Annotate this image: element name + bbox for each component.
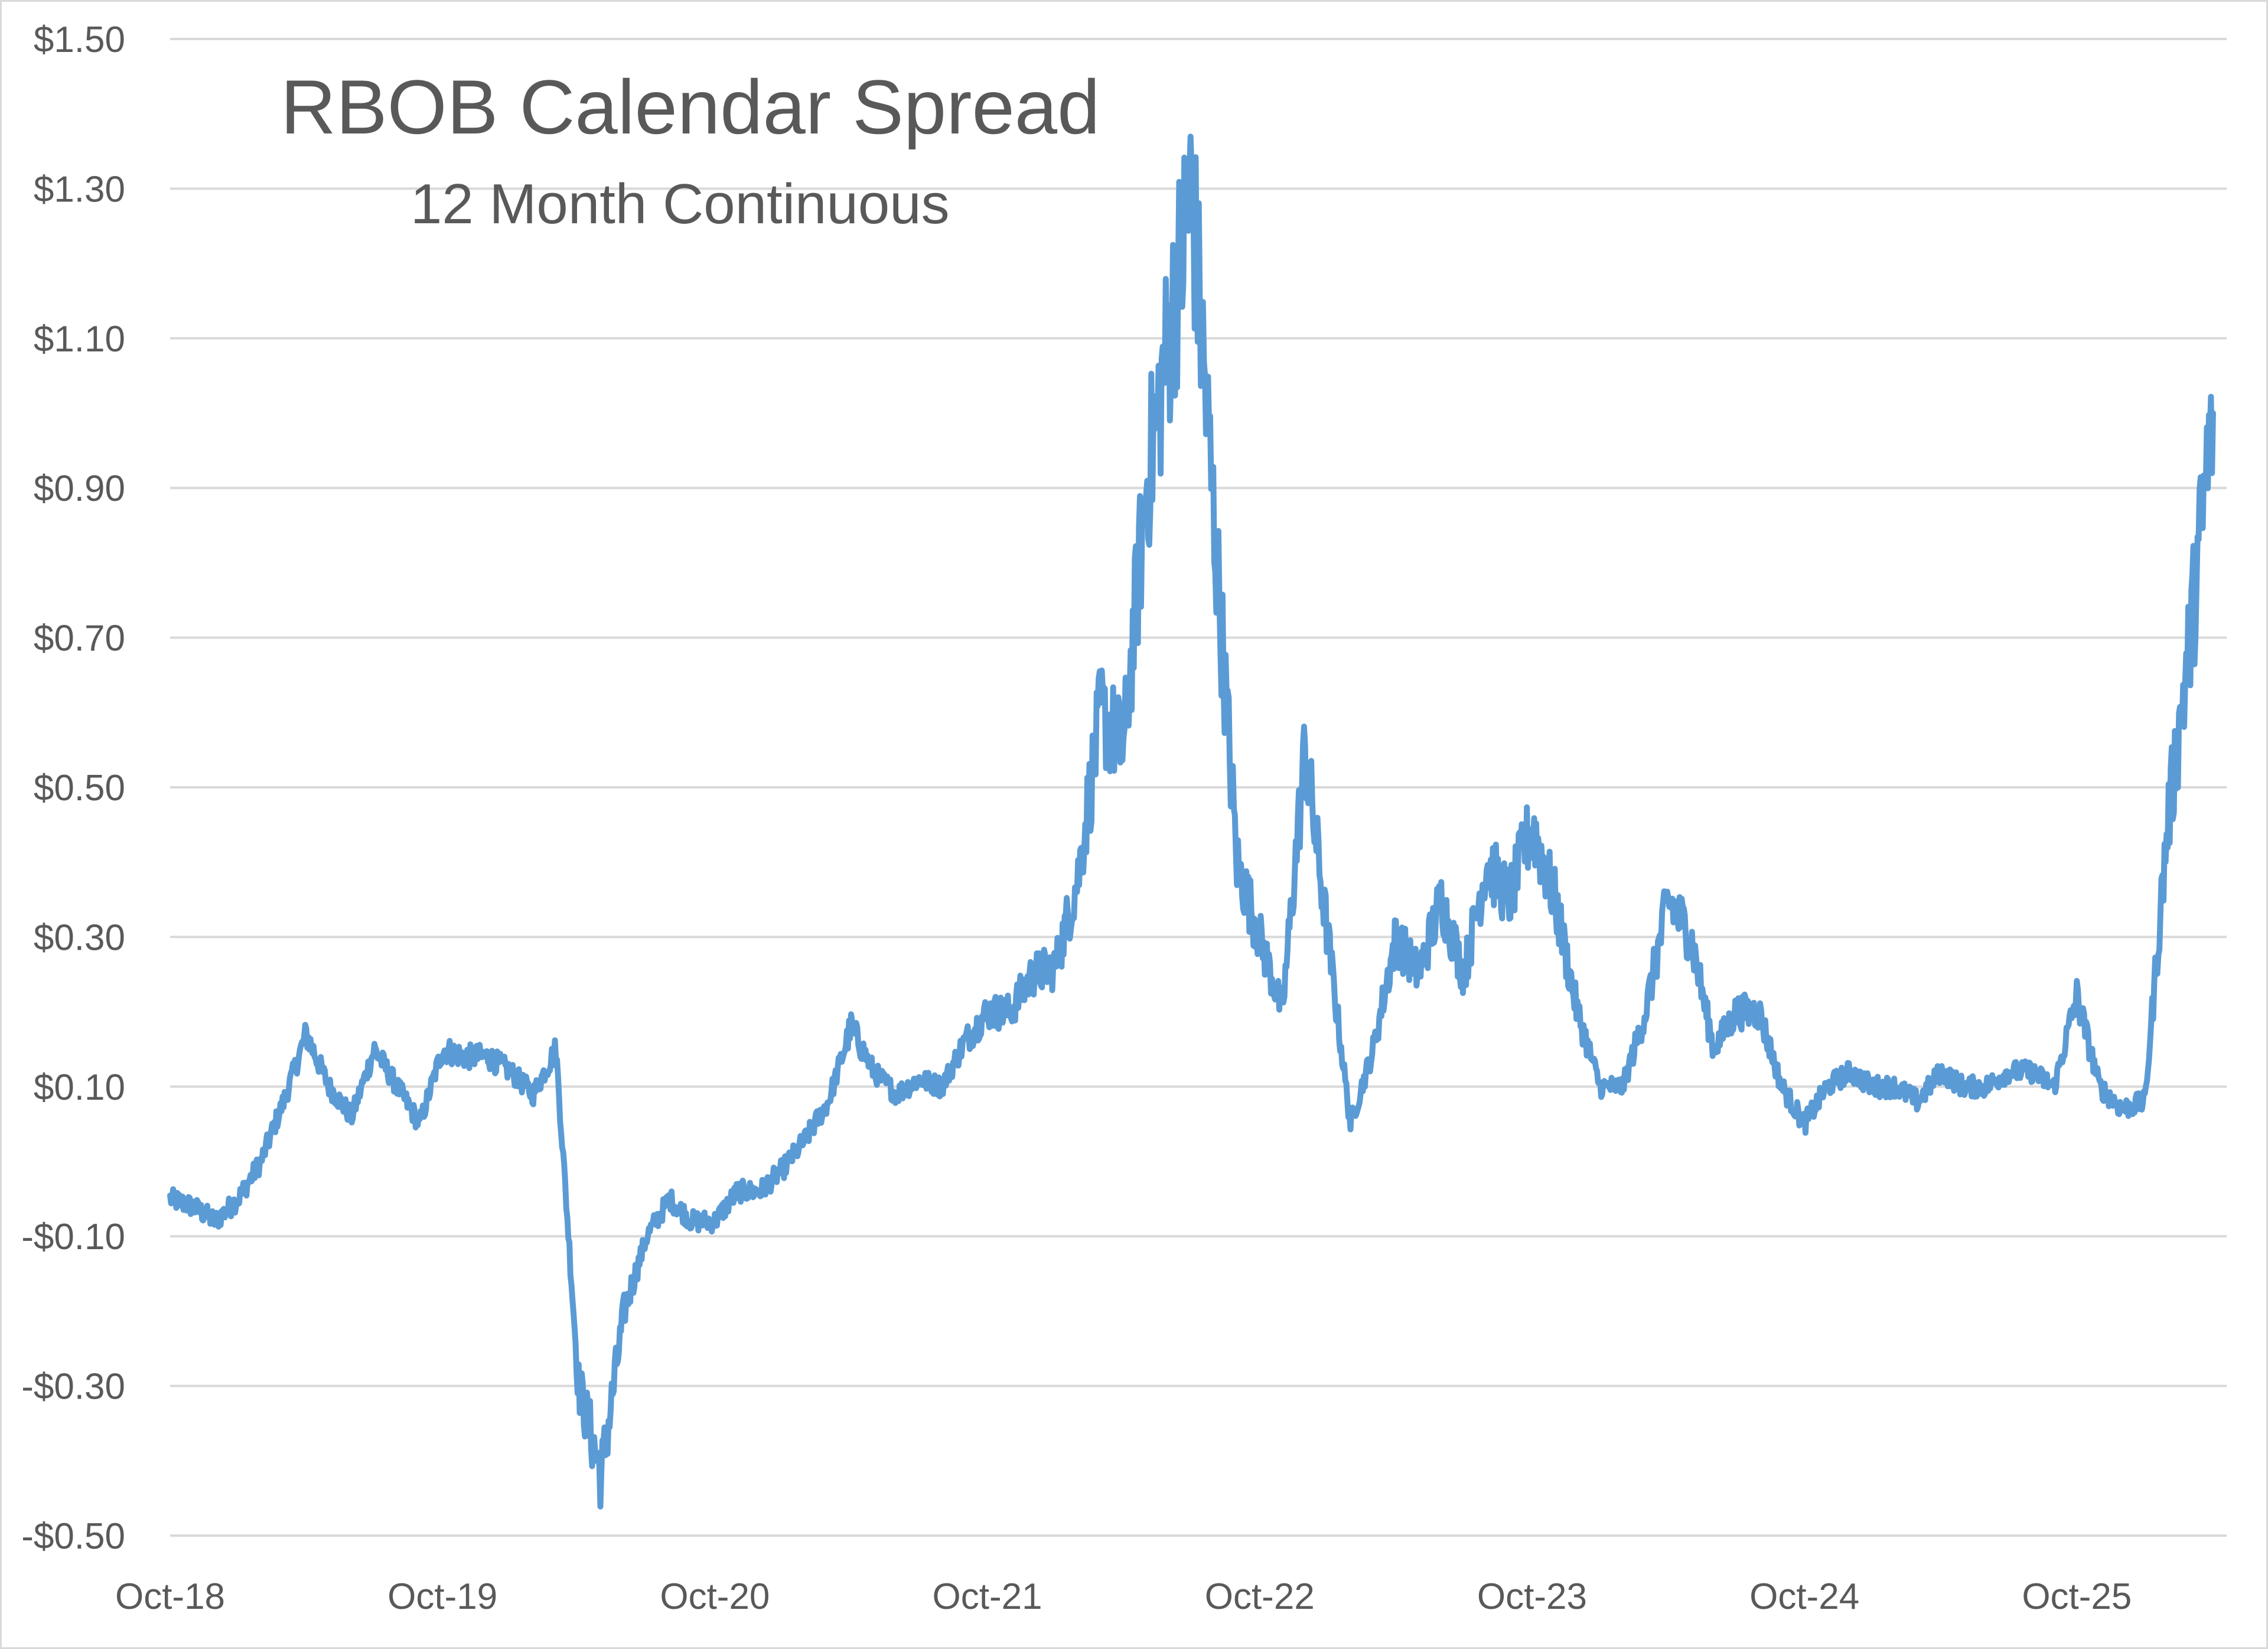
y-tick-label: $1.30 [34,169,125,210]
gridlines [170,38,2227,1537]
y-tick-label: $0.50 [34,768,125,809]
chart-title: RBOB Calendar Spread [281,64,1100,150]
y-tick-label: $0.10 [34,1067,125,1108]
y-tick-label: $0.70 [34,618,125,659]
x-tick-label: Oct-22 [1205,1576,1315,1617]
x-tick-label: Oct-25 [2022,1576,2132,1617]
y-axis-tick-labels: $1.50 $1.30 $1.10 $0.90 $0.70 $0.50 $0.30 $0.10… [21,19,125,1557]
x-tick-label: Oct-20 [660,1576,770,1617]
y-tick-label: -$0.50 [21,1516,125,1557]
y-tick-label: $1.50 [34,19,125,60]
y-tick-label: $0.90 [34,468,125,509]
x-tick-label: Oct-18 [115,1576,225,1617]
series-line [167,133,2216,1510]
x-tick-label: Oct-19 [387,1576,497,1617]
y-tick-label: $1.10 [34,319,125,360]
y-tick-label: -$0.10 [21,1217,125,1257]
x-tick-label: Oct-21 [933,1576,1042,1617]
x-tick-label: Oct-23 [1477,1576,1587,1617]
x-axis-tick-labels: Oct-18 Oct-19 Oct-20 Oct-21 Oct-22 Oct-23 Oct-… [115,1576,2132,1617]
chart-subtitle: 12 Month Continuous [410,172,950,236]
y-tick-label: -$0.30 [21,1367,125,1407]
y-tick-label: $0.30 [34,917,125,958]
x-tick-label: Oct-24 [1749,1576,1859,1617]
